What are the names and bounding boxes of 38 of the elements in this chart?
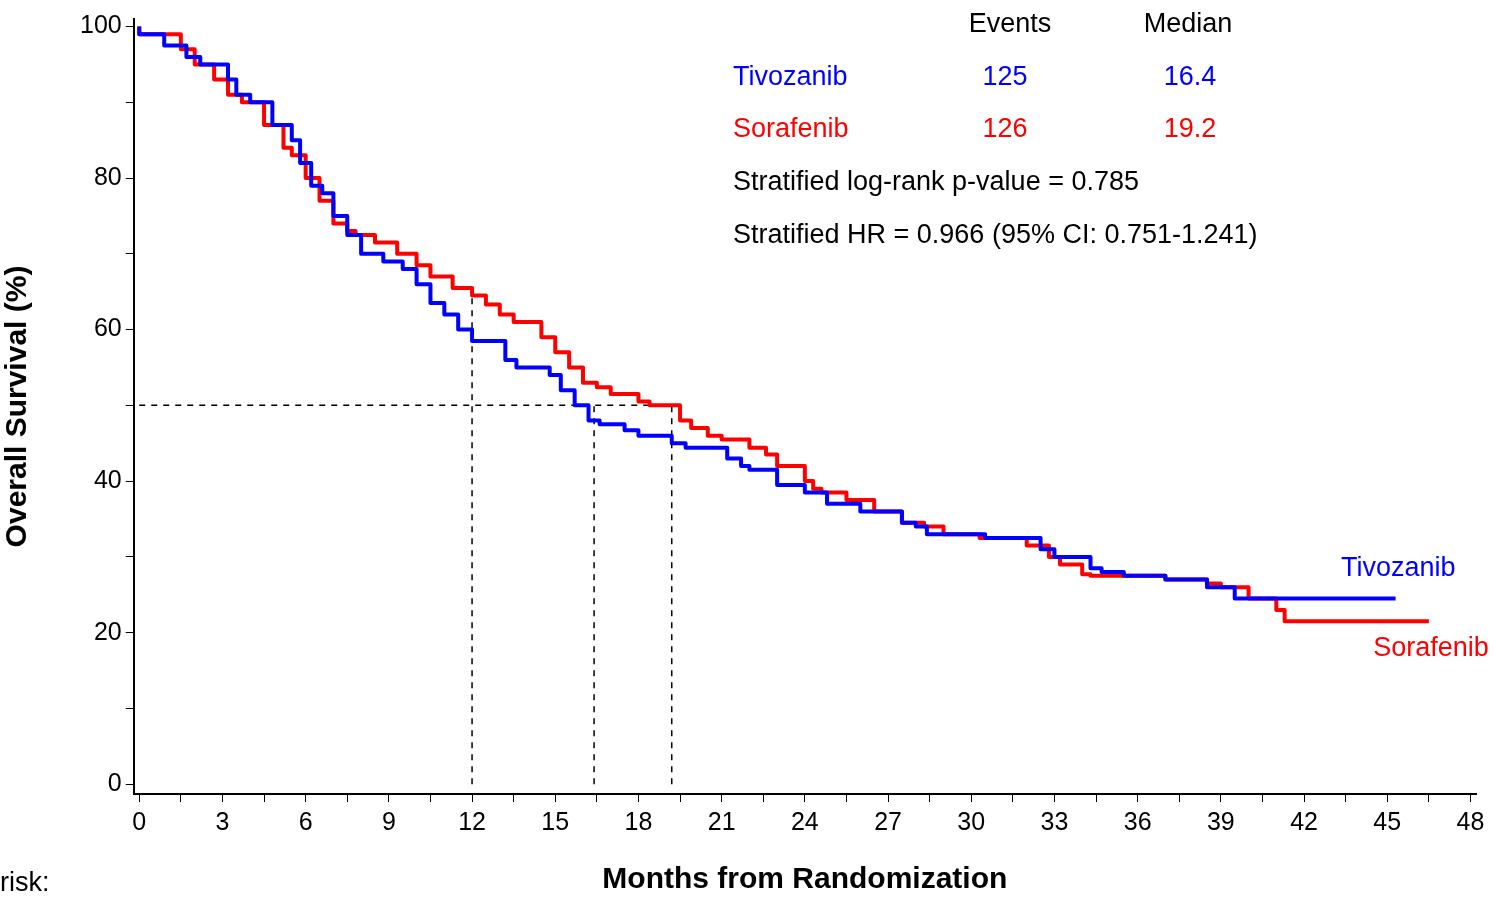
x-axis-title: Months from Randomization bbox=[602, 861, 1008, 895]
x-tick-label: 39 bbox=[1206, 806, 1235, 835]
annotation: Stratified HR = 0.966 (95% CI: 0.751-1.241) bbox=[733, 219, 1258, 250]
y-tick-label: 40 bbox=[93, 465, 122, 494]
text: Tivozanib bbox=[733, 61, 848, 92]
x-tick-label: 12 bbox=[458, 806, 486, 835]
x-tick-label: 24 bbox=[790, 806, 819, 835]
annotation: Events bbox=[968, 8, 1052, 39]
x-tick-label: 36 bbox=[1123, 806, 1152, 835]
series-label: Sorafenib bbox=[1373, 631, 1489, 662]
y-tick-label: 60 bbox=[93, 313, 122, 342]
x-tick-label: 21 bbox=[707, 806, 736, 835]
annotation: 126 bbox=[982, 113, 1028, 144]
x-tick-label: 27 bbox=[874, 806, 902, 835]
x-tick-label: 42 bbox=[1290, 806, 1318, 835]
text: Sorafenib bbox=[733, 113, 849, 144]
y-tick-label: 100 bbox=[79, 10, 122, 39]
x-tick-label: 6 bbox=[298, 806, 313, 835]
text: risk: bbox=[0, 867, 50, 898]
annotation: 19.2 bbox=[1163, 113, 1217, 144]
y-axis-title: Overall Survival (%) bbox=[0, 265, 33, 548]
x-tick-label: 0 bbox=[132, 806, 147, 835]
x-tick-label: 18 bbox=[624, 806, 653, 835]
y-tick-label: 80 bbox=[93, 161, 122, 190]
annotation: Median bbox=[1143, 8, 1233, 39]
x-tick-label: 33 bbox=[1040, 806, 1069, 835]
annotation: 125 bbox=[982, 61, 1028, 92]
y-tick-label: 0 bbox=[107, 768, 122, 797]
x-tick-label: 48 bbox=[1456, 806, 1485, 835]
annotation: Stratified log-rank p-value = 0.785 bbox=[733, 166, 1139, 197]
x-tick-label: 30 bbox=[957, 806, 986, 835]
x-tick-label: 9 bbox=[381, 806, 396, 835]
x-tick-label: 45 bbox=[1373, 806, 1402, 835]
x-tick-label: 15 bbox=[541, 806, 570, 835]
x-tick-label: 3 bbox=[215, 806, 230, 835]
series-label: Tivozanib bbox=[1341, 552, 1456, 582]
y-tick-label: 20 bbox=[93, 616, 122, 645]
annotation: 16.4 bbox=[1163, 61, 1217, 92]
